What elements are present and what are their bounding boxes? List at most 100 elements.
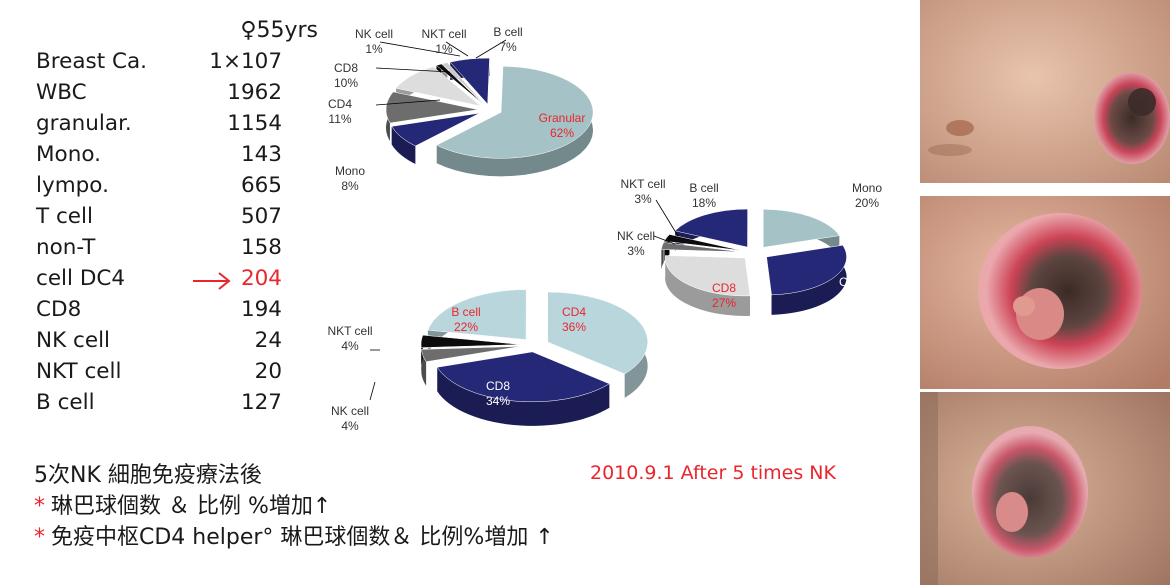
lab-row-value: 1962 (227, 80, 282, 105)
lab-row-value: 665 (240, 173, 282, 198)
slice-label: NKT cell (327, 324, 372, 338)
pie-slice (664, 255, 751, 297)
pie-slice (395, 66, 482, 107)
lab-row-label: Breast Ca. (36, 49, 148, 74)
slice-label: B cell (493, 25, 522, 39)
slice-value: 1% (365, 42, 383, 56)
slice-label: Mono (335, 164, 365, 178)
lab-row-label: B cell (36, 390, 95, 415)
lab-row-label: lympo. (36, 173, 109, 198)
slice-label: NKT cell (421, 27, 466, 41)
note-2-text: 琳巴球個数 ＆ 比例 %増加↑ (51, 494, 332, 519)
slice-label: Mono (852, 181, 882, 195)
slice-label: CD4 (328, 97, 352, 111)
pie-slice (547, 291, 648, 375)
slice-value: 18% (692, 196, 716, 210)
lab-row-value: 1154 (227, 111, 282, 136)
slice-value: 29% (839, 290, 863, 304)
highlight-arrow-icon (193, 272, 231, 290)
lab-row: B cell 127 (36, 390, 286, 421)
pie-slice (436, 351, 610, 403)
lab-row-value: 1×107 (209, 49, 282, 74)
note-2-star: * (34, 494, 45, 519)
leader-line (369, 381, 376, 401)
slice-label: Granular (539, 111, 586, 125)
pie-slice-side (436, 66, 594, 177)
slice-value: 22% (454, 320, 478, 334)
lab-row-label: non-T (36, 235, 96, 260)
lab-row-value: 204 (240, 266, 282, 291)
leader-line (375, 99, 441, 106)
patient-header: ♀55yrs (240, 18, 318, 43)
pie-slice (674, 208, 748, 248)
lab-row-label: granular. (36, 111, 132, 136)
lab-row: NK cell 24 (36, 328, 286, 359)
slice-value: 27% (712, 296, 736, 310)
slice-label: CD8 (334, 61, 358, 75)
lab-row-value: 143 (240, 142, 282, 167)
lab-row: CD8 194 (36, 297, 286, 328)
slice-label: NKT cell (620, 177, 665, 191)
date-note: 2010.9.1 After 5 times NK (590, 462, 836, 484)
lab-row-value: 20 (254, 359, 282, 384)
clinical-photo-1 (920, 0, 1170, 193)
lab-row: non-T 158 (36, 235, 286, 266)
slice-value: 20% (855, 196, 879, 210)
pie-slice (435, 63, 485, 105)
lab-row-value: 158 (240, 235, 282, 260)
lab-row: Mono. 143 (36, 142, 286, 173)
lab-row-label: WBC (36, 80, 87, 105)
slice-value: 4% (341, 339, 359, 353)
pie-slice-side (391, 126, 416, 164)
note-line-3: * 免疫中枢CD4 helper° 琳巴球個数＆ 比例%増加 ↑ (34, 522, 554, 553)
slice-value: 11% (328, 112, 351, 126)
pie-slice (661, 242, 742, 253)
leader-line (475, 39, 507, 59)
leader-line (655, 199, 679, 237)
lab-row-value: 194 (240, 297, 282, 322)
slice-label: B cell (451, 305, 480, 319)
slice-label: CD4 (562, 305, 586, 319)
slice-label: NK cell (617, 229, 655, 243)
pie-slice (449, 57, 490, 105)
note-3-star: * (34, 525, 45, 550)
slice-label: B cell (689, 181, 718, 195)
note-line-2: * 琳巴球個数 ＆ 比例 %増加↑ (34, 491, 554, 522)
notes: 5次NK 細胞免疫療法後 * 琳巴球個数 ＆ 比例 %増加↑ * 免疫中枢CD4 h… (34, 460, 554, 553)
slice-value: 34% (486, 394, 510, 408)
slice-label: NK cell (331, 404, 369, 418)
lab-row: NKT cell 20 (36, 359, 286, 390)
leader-line (379, 41, 461, 57)
lab-row: lympo. 665 (36, 173, 286, 204)
pie-slice (762, 209, 840, 248)
lab-row-label: NK cell (36, 328, 111, 353)
slice-value: 1% (435, 42, 453, 56)
slice-label: CD4 (839, 275, 863, 289)
slice-label: NK cell (355, 27, 393, 41)
lab-row: Breast Ca. 1×107 (36, 49, 286, 80)
lab-row-label: cell DC4 (36, 266, 126, 291)
pie-slice (663, 234, 742, 251)
lab-row-value: 24 (254, 328, 282, 353)
clinical-photo-2 (920, 196, 1170, 389)
slice-value: 8% (341, 179, 359, 193)
lab-row-label: Mono. (36, 142, 101, 167)
slice-label: CD8 (712, 281, 736, 295)
slice-value: 10% (334, 76, 358, 90)
lab-row: T cell 507 (36, 204, 286, 235)
pie-slice (436, 66, 594, 159)
pie-slice-side (437, 367, 610, 426)
slice-value: 36% (562, 320, 586, 334)
pie-slice (391, 112, 480, 147)
lab-row-value: 507 (240, 204, 282, 229)
slice-value: 3% (627, 244, 645, 258)
pie-slice-side (665, 255, 751, 316)
lab-row-label: NKT cell (36, 359, 122, 384)
pie-slice (421, 346, 522, 362)
note-line-1: 5次NK 細胞免疫療法後 (34, 460, 554, 491)
leader-line (445, 41, 469, 57)
